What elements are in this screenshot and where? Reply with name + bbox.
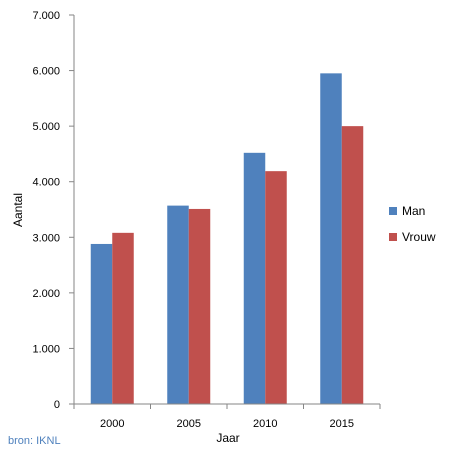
x-tick-label: 2010 <box>253 418 277 430</box>
y-tick-label: 6.000 <box>32 66 60 78</box>
y-tick-label: 3.000 <box>32 232 60 244</box>
x-axis-ticks: 2000 2005 2010 2015 <box>73 404 381 430</box>
bar-man-2005 <box>167 205 189 404</box>
legend: Man Vrouw <box>389 204 436 244</box>
bar-vrouw-2000 <box>112 232 134 404</box>
y-tick-label: 5.000 <box>32 121 60 133</box>
y-tick-label: 7.000 <box>32 10 60 22</box>
y-tick-label: 2.000 <box>32 288 60 300</box>
bar-man-2000 <box>90 243 113 404</box>
bar-vrouw-2010 <box>265 171 287 404</box>
x-tick-label: 2000 <box>100 418 124 430</box>
legend-swatch-vrouw <box>389 233 397 241</box>
y-tick-label: 0 <box>54 399 60 411</box>
source-note: bron: IKNL <box>8 435 61 447</box>
y-tick-label: 1.000 <box>32 343 60 355</box>
legend-label-man: Man <box>402 204 425 218</box>
bar-man-2010 <box>243 152 266 404</box>
y-axis-ticks: 0 1.000 2.000 3.000 4.000 5.000 6.000 7.000 <box>32 10 74 411</box>
legend-swatch-man <box>389 207 397 215</box>
legend-label-vrouw: Vrouw <box>402 230 436 244</box>
y-axis-title: Aantal <box>11 193 25 227</box>
x-tick-label: 2015 <box>330 418 354 430</box>
bar-vrouw-2015 <box>341 126 364 405</box>
x-axis-title: Jaar <box>216 431 239 445</box>
bars-group <box>90 73 364 405</box>
bar-man-2015 <box>320 73 342 404</box>
y-tick-label: 4.000 <box>32 177 60 189</box>
bar-vrouw-2005 <box>188 208 211 404</box>
x-tick-label: 2005 <box>177 418 201 430</box>
